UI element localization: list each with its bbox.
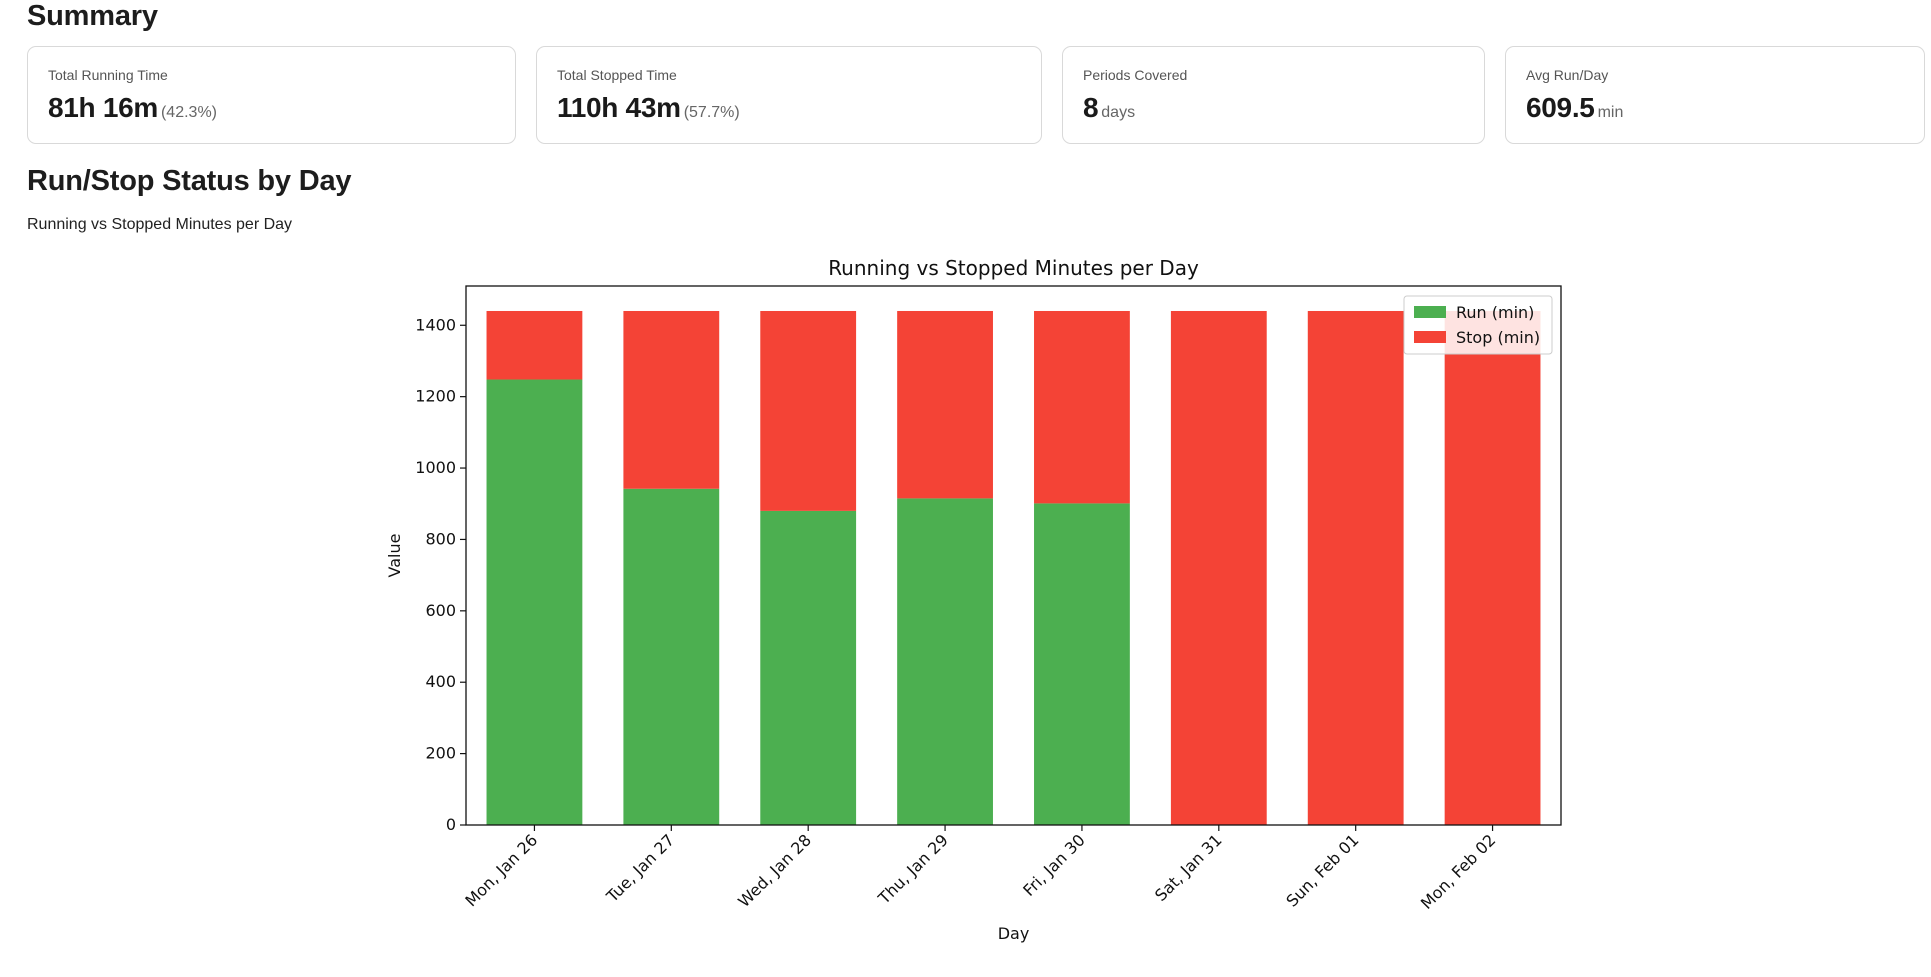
bar-run-0 (486, 379, 583, 825)
card-value: 81h 16m (48, 92, 158, 123)
summary-cards: Total Running Time 81h 16m (42.3%) Total … (0, 46, 1931, 144)
summary-heading: Summary (27, 0, 158, 32)
x-tick-label: Mon, Feb 02 (1417, 830, 1500, 913)
bar-run-3 (897, 498, 993, 825)
y-axis: 0 200 400 600 800 1000 1200 1400 (415, 315, 466, 834)
x-tick-label: Thu, Jan 29 (874, 830, 952, 908)
x-tick-label: Fri, Jan 30 (1019, 830, 1089, 900)
x-tick-label: Sat, Jan 31 (1151, 830, 1226, 905)
section-heading: Run/Stop Status by Day (27, 165, 352, 197)
y-tick-label: 400 (425, 672, 456, 691)
card-sub: (42.3%) (160, 104, 217, 121)
y-tick-label: 1400 (415, 315, 456, 334)
y-tick-label: 800 (425, 529, 456, 548)
bar-run-2 (760, 510, 857, 825)
y-tick-label: 0 (446, 815, 456, 834)
bar-run-4 (1034, 503, 1130, 825)
x-axis-label: Day (998, 924, 1030, 943)
stacked-bar-chart: Running vs Stopped Minutes per Day 0 200 4… (385, 256, 1562, 943)
x-tick-label: Sun, Feb 01 (1282, 830, 1362, 910)
bar-stop-6 (1307, 310, 1404, 825)
legend-label-stop: Stop (min) (1456, 328, 1540, 347)
card-avg-run-per-day: Avg Run/Day 609.5 min (1505, 46, 1925, 144)
card-total-stopped-time: Total Stopped Time 110h 43m (57.7%) (536, 46, 1042, 144)
bar-stop-2 (760, 310, 857, 511)
bar-run-1 (623, 488, 720, 825)
bar-stop-5 (1170, 310, 1267, 825)
x-axis: Mon, Jan 26 Tue, Jan 27 Wed, Jan 28 Thu, Ja… (461, 825, 1499, 913)
y-tick-label: 1200 (415, 387, 456, 406)
y-axis-label: Value (385, 534, 404, 578)
chart-caption: Running vs Stopped Minutes per Day (27, 216, 293, 233)
legend-swatch-run (1414, 306, 1446, 318)
bar-stop-4 (1034, 310, 1130, 504)
y-tick-label: 1000 (415, 458, 456, 477)
legend-label-run: Run (min) (1456, 303, 1534, 322)
legend: Run (min) Stop (min) (1403, 295, 1553, 355)
card-label: Periods Covered (1083, 67, 1188, 83)
plot-frame (465, 285, 1562, 826)
card-sub: min (1597, 104, 1624, 121)
card-value: 609.5 (1526, 92, 1595, 123)
bars-group (486, 310, 1541, 825)
card-value: 8 (1083, 92, 1099, 123)
bar-stop-1 (623, 310, 720, 489)
chart-container: Running vs Stopped Minutes per Day 0 200 4… (0, 245, 1931, 965)
x-tick-label: Tue, Jan 27 (602, 830, 678, 906)
card-total-running-time: Total Running Time 81h 16m (42.3%) (27, 46, 516, 144)
x-tick-label: Wed, Jan 28 (734, 830, 815, 911)
card-label: Total Stopped Time (557, 67, 677, 83)
card-label: Total Running Time (48, 67, 168, 83)
bar-stop-0 (486, 310, 583, 380)
card-sub: days (1101, 104, 1136, 121)
bar-stop-7 (1444, 310, 1541, 825)
card-label: Avg Run/Day (1526, 67, 1609, 83)
bar-stop-3 (897, 310, 993, 499)
y-tick-label: 600 (425, 601, 456, 620)
card-sub: (57.7%) (683, 104, 740, 121)
legend-swatch-stop (1414, 331, 1446, 343)
card-value: 110h 43m (557, 92, 681, 123)
chart-title: Running vs Stopped Minutes per Day (828, 256, 1199, 280)
card-periods-covered: Periods Covered 8 days (1062, 46, 1485, 144)
y-tick-label: 200 (425, 744, 456, 763)
x-tick-label: Mon, Jan 26 (461, 830, 541, 910)
